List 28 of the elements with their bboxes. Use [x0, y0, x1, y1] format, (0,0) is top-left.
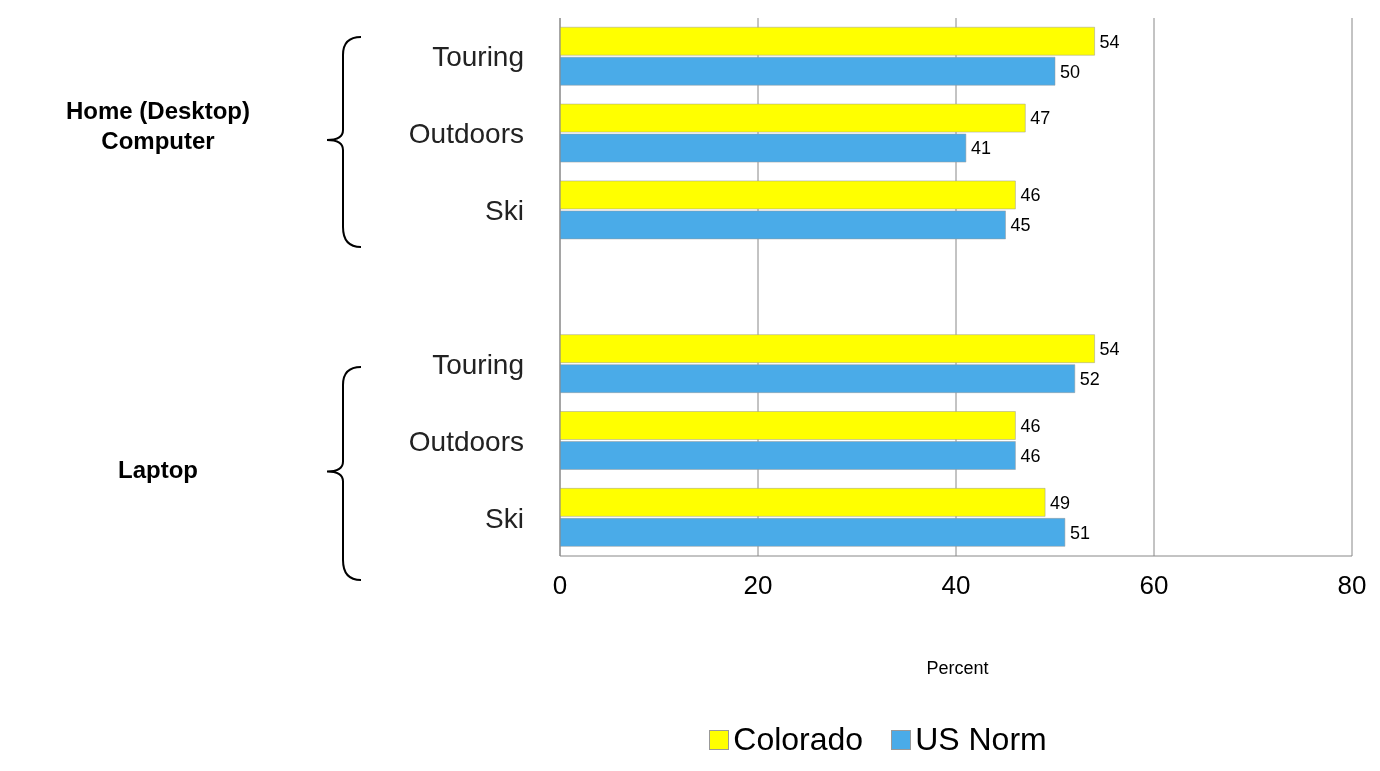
data-label: 46 — [1020, 185, 1041, 206]
data-label: 50 — [1060, 61, 1081, 82]
text: Home (Desktop) Computer — [65, 96, 251, 156]
x-axis-title: Percent — [925, 658, 990, 679]
data-label: 45 — [1010, 215, 1031, 236]
y-tick-label: Outdoors — [408, 425, 524, 457]
data-label: 41 — [970, 138, 991, 159]
data-label: 51 — [1069, 522, 1090, 543]
data-label: 49 — [1050, 492, 1071, 513]
text: Laptop — [117, 454, 199, 485]
legend-label: Colorado — [733, 721, 864, 758]
data-label: 47 — [1030, 108, 1051, 129]
x-tick-label: 60 — [1139, 570, 1169, 601]
y-tick-label: Ski — [485, 195, 524, 227]
data-label: 54 — [1099, 339, 1120, 360]
y-tick-label: Touring — [432, 348, 524, 380]
x-tick-label: 0 — [552, 570, 568, 601]
data-label: 46 — [1020, 445, 1041, 466]
data-label: 52 — [1079, 369, 1100, 390]
x-tick-label: 20 — [743, 570, 773, 601]
data-label: 46 — [1020, 415, 1041, 436]
legend-label: US Norm — [915, 721, 1047, 758]
x-tick-label: 40 — [941, 570, 971, 601]
y-tick-label: Touring — [432, 41, 524, 73]
x-tick-label: 80 — [1337, 570, 1367, 601]
data-label: 54 — [1099, 31, 1120, 52]
y-tick-label: Outdoors — [408, 118, 524, 150]
y-tick-label: Ski — [485, 502, 524, 534]
